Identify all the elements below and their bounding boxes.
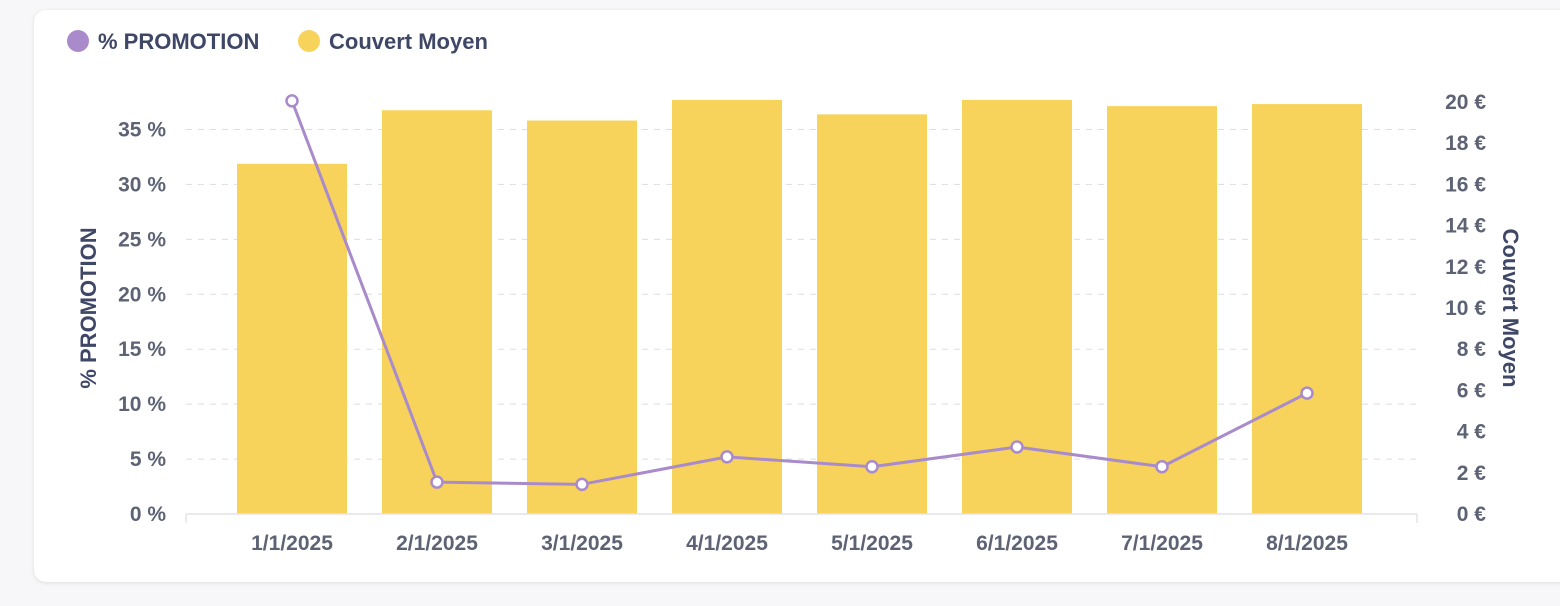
x-tick-label: 1/1/2025 xyxy=(251,532,333,555)
bar-4/1/2025 xyxy=(672,99,782,514)
chart-card: % PROMOTION Couvert Moyen 0 % 5 % 10 % 15 % 2… xyxy=(34,10,1560,582)
y-left-tick-label: 30 % xyxy=(118,173,166,196)
x-tick-label: 4/1/2025 xyxy=(686,532,768,555)
promotion-point-7/1/2025 xyxy=(1155,460,1169,474)
combo-chart: % PROMOTION Couvert Moyen 0 % 5 % 10 % 15 % 2… xyxy=(67,29,1523,555)
promotion-point-1/1/2025 xyxy=(285,94,299,108)
y-left-tick-label: 10 % xyxy=(118,393,166,416)
x-tick-label: 7/1/2025 xyxy=(1121,532,1203,555)
promotion-point-3/1/2025 xyxy=(575,477,589,492)
y-right-tick-label: 6 € xyxy=(1457,379,1487,402)
y-left-tick-label: 35 % xyxy=(118,118,166,141)
promotion-point-2/1/2025 xyxy=(430,475,444,489)
gridlines xyxy=(186,128,1417,460)
tick-labels: 0 % 5 % 10 % 15 % 20 % 25 % 30 % 35 % 0 € 2 € 4 € 6… xyxy=(76,91,1523,555)
y-right-tick-label: 0 € xyxy=(1457,503,1487,526)
promotion-point-6/1/2025 xyxy=(1010,440,1024,454)
y-right-tick-label: 8 € xyxy=(1457,338,1487,361)
x-tick-label: 8/1/2025 xyxy=(1266,532,1348,555)
y-right-axis-title: Couvert Moyen xyxy=(1498,229,1523,388)
legend-label-promotion: % PROMOTION xyxy=(98,29,259,54)
bar-series xyxy=(237,99,1362,515)
y-left-tick-label: 5 % xyxy=(130,448,167,471)
y-right-tick-label: 10 € xyxy=(1445,297,1486,320)
legend: % PROMOTION Couvert Moyen xyxy=(67,29,488,54)
y-right-tick-label: 2 € xyxy=(1457,462,1487,485)
bar-3/1/2025 xyxy=(527,120,637,514)
y-left-tick-label: 0 % xyxy=(130,503,167,526)
y-left-axis-title: % PROMOTION xyxy=(76,227,101,388)
y-right-tick-label: 12 € xyxy=(1445,256,1486,279)
legend-swatch-promotion xyxy=(67,30,89,52)
promotion-point-4/1/2025 xyxy=(720,450,734,464)
bar-5/1/2025 xyxy=(817,114,927,515)
y-right-tick-label: 20 € xyxy=(1445,91,1486,114)
promotion-line xyxy=(290,100,1308,486)
legend-label-couvert-moyen: Couvert Moyen xyxy=(329,29,488,54)
legend-swatch-couvert-moyen xyxy=(298,30,320,52)
x-tick-label: 6/1/2025 xyxy=(976,532,1058,555)
bar-8/1/2025 xyxy=(1252,104,1362,514)
y-right-tick-label: 16 € xyxy=(1445,173,1486,196)
bar-2/1/2025 xyxy=(382,110,492,515)
promotion-point-8/1/2025 xyxy=(1300,386,1314,400)
x-tick-label: 3/1/2025 xyxy=(541,532,623,555)
promotion-point-5/1/2025 xyxy=(865,460,879,474)
x-tick-label: 5/1/2025 xyxy=(831,532,913,555)
y-left-tick-label: 15 % xyxy=(118,338,166,361)
bar-1/1/2025 xyxy=(237,163,347,515)
axes xyxy=(185,513,1418,523)
line-series xyxy=(285,94,1314,492)
y-right-tick-label: 18 € xyxy=(1445,132,1486,155)
y-right-tick-label: 14 € xyxy=(1445,215,1486,238)
x-tick-label: 2/1/2025 xyxy=(396,532,478,555)
y-left-tick-label: 25 % xyxy=(118,228,166,251)
y-right-tick-label: 4 € xyxy=(1457,421,1487,444)
y-left-tick-label: 20 % xyxy=(118,283,166,306)
bar-7/1/2025 xyxy=(1107,106,1217,515)
